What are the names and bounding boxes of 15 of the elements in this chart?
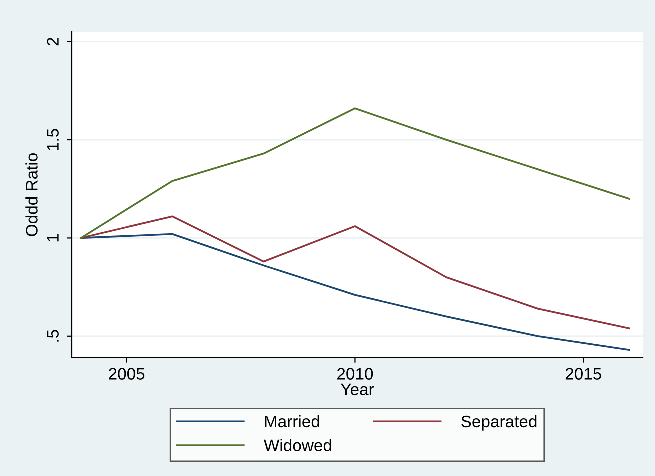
legend-label: Married [265,415,320,428]
y-tick-label: 1 [47,234,59,242]
line-series [80,216,630,330]
x-tick-label: 2005 [109,368,145,380]
y-tick-label: 2 [47,38,59,46]
x-tick-label: 2010 [338,368,374,380]
y-axis-title: Oddd Ratio [26,154,38,236]
line-series [80,108,630,240]
x-axis-title: Year [341,384,374,396]
legend-label: Widowed [264,439,332,452]
y-tick-label: .5 [47,330,59,342]
legend-label: Separated [462,415,537,431]
y-tick-label: 1.5 [47,129,59,150]
x-tick-label: 2015 [566,368,602,380]
line-series [80,233,630,352]
